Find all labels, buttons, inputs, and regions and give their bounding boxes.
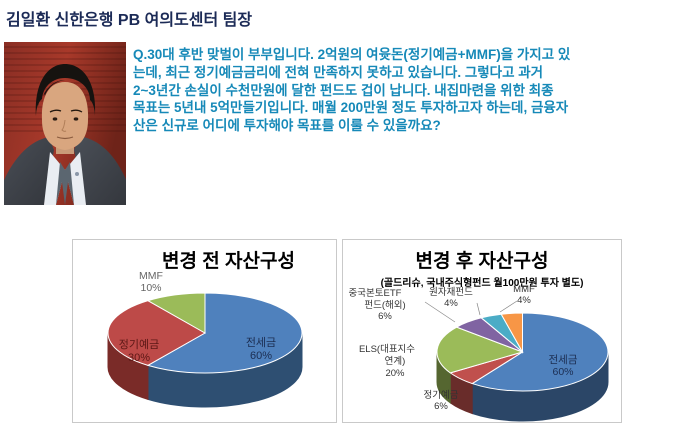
- svg-text:펀드(해외): 펀드(해외): [364, 299, 405, 311]
- svg-text:4%: 4%: [517, 295, 531, 306]
- svg-text:정기예금: 정기예금: [119, 338, 159, 351]
- svg-text:20%: 20%: [385, 368, 405, 379]
- svg-text:MMF: MMF: [139, 270, 163, 282]
- svg-text:전세금: 전세금: [549, 354, 578, 366]
- svg-text:정기예금: 정기예금: [424, 390, 459, 401]
- svg-text:중국본토ETF: 중국본토ETF: [349, 288, 402, 299]
- svg-text:60%: 60%: [250, 350, 272, 362]
- svg-text:원자재펀드: 원자재펀드: [429, 287, 473, 298]
- svg-text:MMF: MMF: [513, 284, 535, 295]
- svg-text:6%: 6%: [434, 401, 448, 412]
- svg-text:6%: 6%: [378, 311, 392, 322]
- svg-text:연계): 연계): [385, 355, 406, 367]
- svg-text:10%: 10%: [140, 282, 161, 294]
- svg-text:60%: 60%: [552, 366, 573, 378]
- svg-text:전세금: 전세금: [246, 336, 276, 349]
- svg-text:4%: 4%: [444, 298, 458, 309]
- svg-text:30%: 30%: [128, 352, 150, 364]
- svg-text:ELS(대표지수: ELS(대표지수: [359, 344, 415, 355]
